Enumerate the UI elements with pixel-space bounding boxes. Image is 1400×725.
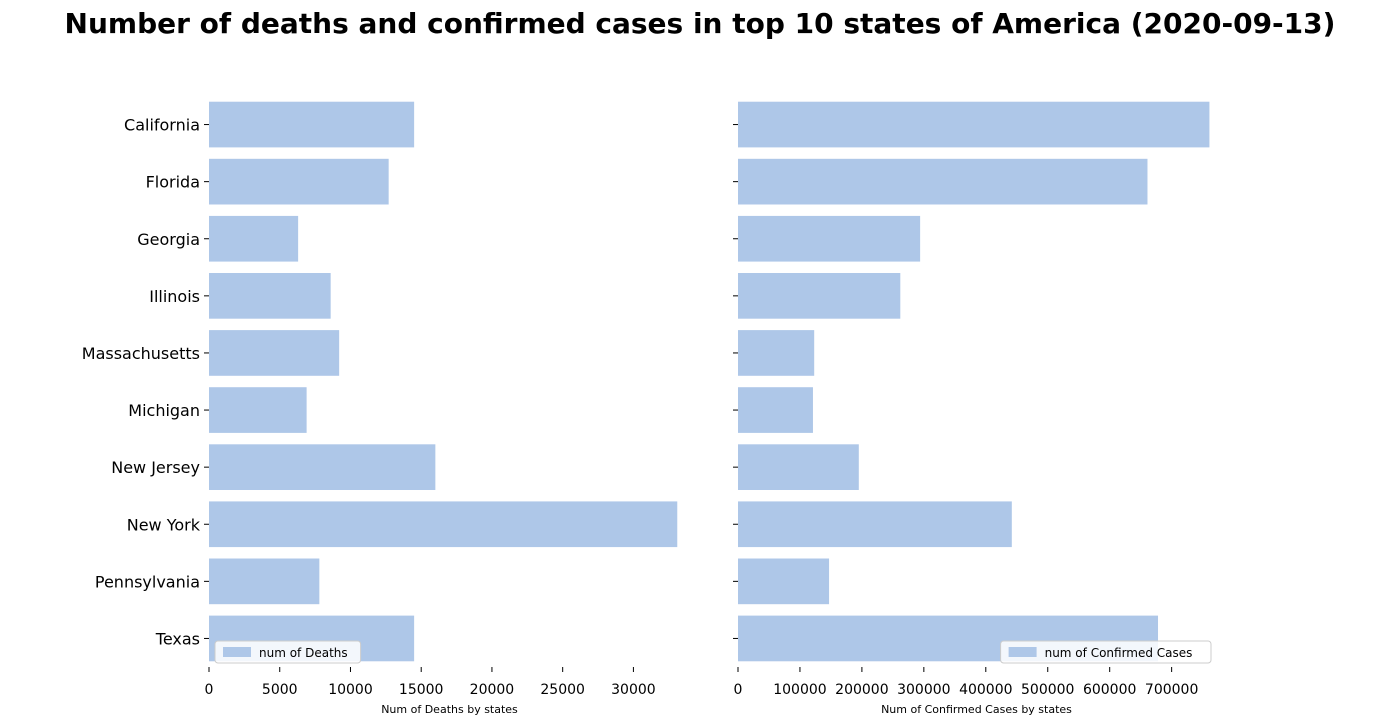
bar-1-0 xyxy=(738,101,1210,148)
x-tick-label-1-6: 600000 xyxy=(1083,682,1136,698)
legend-swatch-1 xyxy=(1008,647,1037,657)
bar-0-2 xyxy=(209,215,299,262)
bar-0-5 xyxy=(209,387,307,433)
x-axis-label-1: Num of Confirmed Cases by states xyxy=(881,703,1072,716)
deaths-panel: California Florida Georgia Illinois Massachu… xyxy=(82,101,678,716)
bar-1-3 xyxy=(738,273,901,319)
y-tick-label-2: Georgia xyxy=(137,230,200,249)
x-tick-label-0-3: 15000 xyxy=(399,682,444,698)
bar-0-8 xyxy=(209,558,320,605)
x-tick-label-1-0: 0 xyxy=(734,682,743,698)
bar-0-0 xyxy=(209,101,415,148)
y-tick-label-4: Massachusetts xyxy=(82,344,200,363)
bar-0-1 xyxy=(209,158,389,205)
x-tick-label-1-5: 500000 xyxy=(1021,682,1074,698)
x-tick-label-0-5: 25000 xyxy=(540,682,585,698)
x-axis-label-0: Num of Deaths by states xyxy=(381,703,518,716)
y-tick-label-9: Texas xyxy=(155,629,200,648)
y-tick-label-1: Florida xyxy=(146,173,200,192)
confirmed-cases-panel: 0 100000 200000 300000 400000 500000 600000 700… xyxy=(733,101,1212,716)
legend-box-1 xyxy=(1000,640,1212,664)
legend-label-1: num of Confirmed Cases xyxy=(1045,646,1193,660)
x-tick-label-0-2: 10000 xyxy=(328,682,373,698)
legend-swatch-0 xyxy=(223,647,251,657)
y-tick-label-7: New York xyxy=(127,515,201,534)
bar-1-4 xyxy=(738,330,815,376)
bar-1-5 xyxy=(738,387,813,433)
x-tick-label-0-1: 5000 xyxy=(262,682,298,698)
bar-0-3 xyxy=(209,273,331,319)
x-tick-label-1-3: 300000 xyxy=(897,682,950,698)
x-tick-label-1-4: 400000 xyxy=(959,682,1012,698)
x-tick-label-0-6: 30000 xyxy=(611,682,656,698)
x-tick-label-1-2: 200000 xyxy=(835,682,888,698)
bar-1-6 xyxy=(738,444,859,490)
y-tick-label-5: Michigan xyxy=(128,401,200,420)
y-tick-label-3: Illinois xyxy=(149,287,200,306)
bar-1-7 xyxy=(738,501,1012,548)
y-tick-label-8: Pennsylvania xyxy=(95,572,200,591)
bar-0-6 xyxy=(209,444,436,490)
legend-label-0: num of Deaths xyxy=(259,646,348,660)
x-tick-label-1-1: 100000 xyxy=(773,682,826,698)
x-tick-label-1-7: 700000 xyxy=(1145,682,1198,698)
x-tick-label-0-0: 0 xyxy=(205,682,214,698)
chart-title: Number of deaths and confirmed cases in … xyxy=(65,7,1336,40)
y-tick-label-0: California xyxy=(124,116,200,135)
legend-box-0 xyxy=(214,640,362,664)
x-tick-label-0-4: 20000 xyxy=(470,682,515,698)
bar-1-1 xyxy=(738,158,1148,205)
bar-0-7 xyxy=(209,501,678,548)
y-tick-label-6: New Jersey xyxy=(111,458,200,477)
bar-1-2 xyxy=(738,215,921,262)
bar-0-4 xyxy=(209,330,340,376)
bar-1-8 xyxy=(738,558,830,605)
